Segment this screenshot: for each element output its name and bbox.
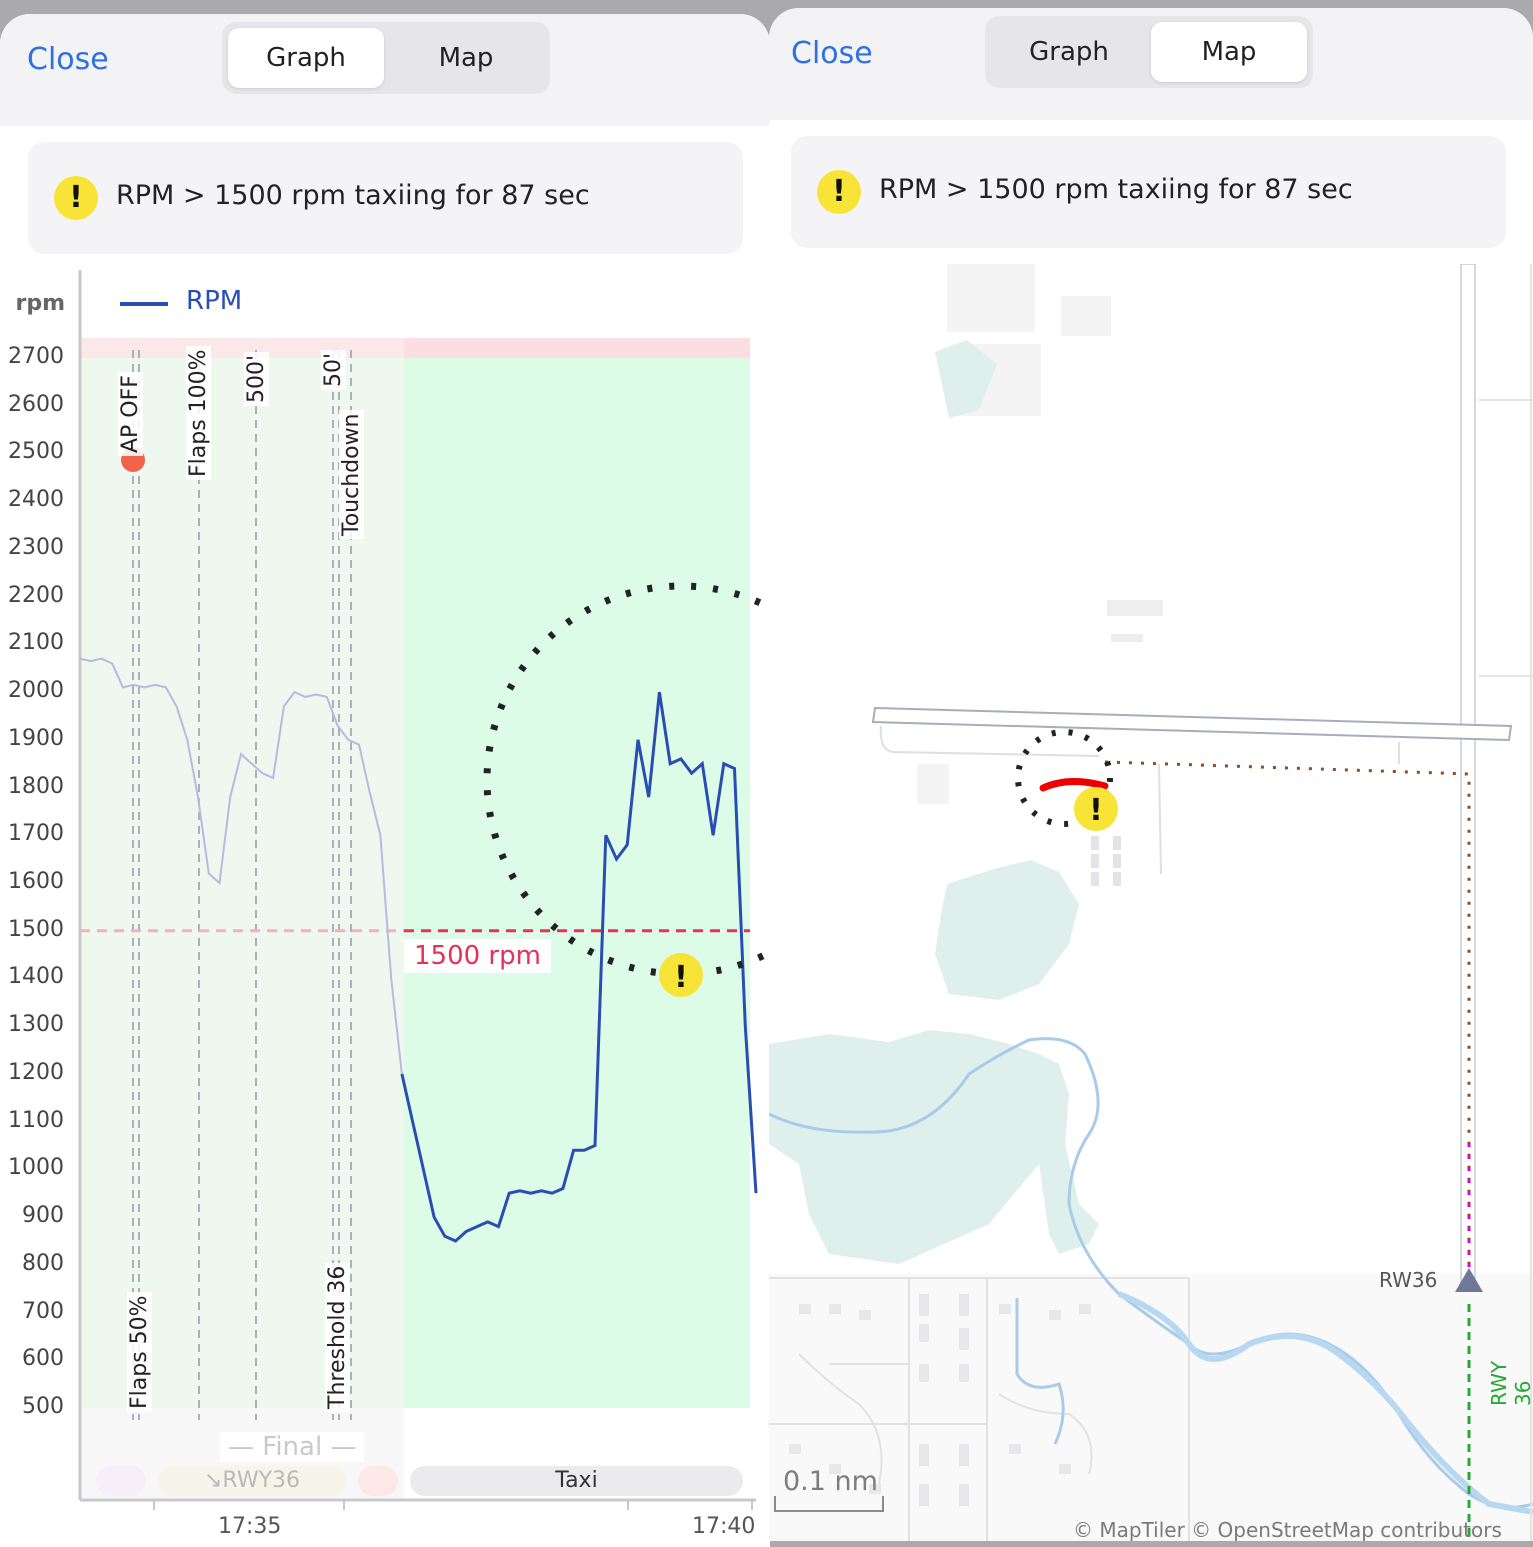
runway-threshold-icon bbox=[1455, 1268, 1483, 1292]
limit-band-taxi bbox=[404, 338, 750, 358]
chart-warning-icon bbox=[659, 953, 703, 997]
y-tick-label: 2200 bbox=[8, 582, 64, 608]
map-hangars bbox=[1091, 836, 1121, 886]
map-green-area bbox=[935, 340, 997, 418]
map-warning-icon[interactable] bbox=[1074, 787, 1118, 831]
y-tick-label: 1600 bbox=[8, 869, 64, 894]
y-tick-label: 2100 bbox=[8, 630, 64, 656]
y-tick-label: 700 bbox=[22, 1298, 64, 1324]
phase-final: — Final — bbox=[220, 1432, 365, 1462]
tab-map[interactable]: Map bbox=[1151, 22, 1307, 82]
close-button[interactable]: Close bbox=[791, 36, 873, 71]
map-taxiway bbox=[879, 725, 1100, 757]
legend-swatch bbox=[120, 302, 168, 306]
map-panel: Close Graph Map ! RPM > 1500 rpm taxiing… bbox=[769, 8, 1533, 1541]
phase-pill-3[interactable] bbox=[358, 1466, 398, 1496]
rpm-series-taxi bbox=[400, 691, 758, 1243]
map-block bbox=[947, 264, 1035, 332]
y-tick-label: 500 bbox=[22, 1394, 64, 1419]
view-toggle: Graph Map bbox=[222, 22, 550, 94]
y-tick-label: 2300 bbox=[8, 534, 64, 560]
alert-banner[interactable]: ! RPM > 1500 rpm taxiing for 87 sec bbox=[791, 136, 1506, 248]
event-50ft: 50' bbox=[321, 349, 346, 390]
y-tick-label: 900 bbox=[22, 1203, 64, 1229]
runway-label: RW36 bbox=[1379, 1268, 1438, 1292]
alert-banner[interactable]: ! RPM > 1500 rpm taxiing for 87 sec bbox=[28, 142, 743, 254]
phase-pill-1[interactable] bbox=[96, 1466, 146, 1496]
tab-graph[interactable]: Graph bbox=[1029, 37, 1109, 67]
map-streets bbox=[769, 1277, 1190, 1541]
map-building bbox=[1107, 600, 1163, 616]
map-river-wide bbox=[1117, 1291, 1533, 1515]
y-tick-label: 1700 bbox=[8, 821, 64, 847]
y-tick-label: 1900 bbox=[8, 725, 64, 751]
map-runway-crosswind bbox=[871, 706, 1513, 742]
y-tick-label: 800 bbox=[22, 1250, 64, 1276]
runway-name: RWY 36 bbox=[1487, 1360, 1533, 1406]
y-tick-label: 1500 bbox=[8, 916, 64, 942]
y-tick-label: 600 bbox=[22, 1346, 64, 1372]
y-tick-label: 2600 bbox=[8, 391, 64, 417]
alert-text: RPM > 1500 rpm taxiing for 87 sec bbox=[116, 180, 590, 211]
y-tick-label: 1200 bbox=[8, 1059, 64, 1085]
map-taxiway bbox=[1158, 763, 1162, 875]
map-highlight-circle bbox=[1015, 729, 1113, 827]
event-500ft: 500' bbox=[244, 351, 269, 406]
map-scale-label: 0.1 nm bbox=[783, 1466, 878, 1497]
legend-label: RPM bbox=[186, 286, 243, 316]
y-tick-label: 1000 bbox=[8, 1155, 64, 1181]
close-button[interactable]: Close bbox=[27, 42, 109, 77]
top-bar: Close Graph Map bbox=[0, 14, 770, 126]
x-tick-1735: 17:35 bbox=[218, 1514, 282, 1539]
graph-panel: Close Graph Map ! RPM > 1500 rpm taxiing… bbox=[0, 14, 770, 1547]
y-tick-label: 2400 bbox=[8, 487, 64, 513]
x-tick-1740: 17:40 bbox=[692, 1514, 756, 1539]
y-tick-label: 2500 bbox=[8, 439, 64, 465]
y-tick-label: 2000 bbox=[8, 678, 64, 704]
rpm-chart: ! bbox=[78, 270, 770, 1510]
rpm-series-final bbox=[79, 657, 403, 1075]
warning-icon: ! bbox=[54, 176, 98, 220]
map-view[interactable]: ! bbox=[769, 264, 1533, 1541]
limit-band-final bbox=[80, 338, 404, 358]
svg-text:!: ! bbox=[1089, 793, 1103, 828]
top-bar: Close Graph Map bbox=[769, 8, 1533, 120]
threshold-label: 1500 rpm bbox=[404, 939, 551, 973]
map-attribution[interactable]: © MapTiler © OpenStreetMap contributors bbox=[1073, 1518, 1502, 1541]
y-tick-label: 1100 bbox=[8, 1107, 64, 1133]
chart-warning-glyph: ! bbox=[674, 960, 688, 995]
map-houses bbox=[789, 1294, 1091, 1506]
phase-taxi-bg bbox=[404, 338, 750, 1408]
map-exceedance-track bbox=[1039, 777, 1109, 792]
event-threshold-36: Threshold 36 bbox=[325, 1262, 350, 1412]
y-tick-label: 1300 bbox=[8, 1012, 64, 1038]
map-creek bbox=[1015, 1298, 1065, 1445]
map-building bbox=[917, 764, 949, 804]
event-flaps-50: Flaps 50% bbox=[127, 1292, 152, 1412]
event-ap-off: AP OFF bbox=[118, 372, 143, 456]
event-flaps-100: Flaps 100% bbox=[186, 346, 211, 480]
y-tick-label: 1400 bbox=[8, 964, 64, 990]
tab-map[interactable]: Map bbox=[438, 43, 494, 73]
event-touchdown: Touchdown bbox=[339, 410, 364, 539]
phase-taxi[interactable]: Taxi bbox=[410, 1466, 743, 1496]
map-pond bbox=[935, 860, 1079, 1000]
warning-icon: ! bbox=[817, 170, 861, 214]
map-wetland bbox=[769, 1030, 1099, 1264]
y-tick-label: 1800 bbox=[8, 773, 64, 799]
phase-rwy36[interactable]: ↘RWY36 bbox=[158, 1466, 346, 1496]
map-block bbox=[1061, 296, 1111, 336]
alert-text: RPM > 1500 rpm taxiing for 87 sec bbox=[879, 174, 1353, 205]
map-building bbox=[1111, 634, 1143, 642]
tab-graph[interactable]: Graph bbox=[228, 28, 384, 88]
view-toggle: Graph Map bbox=[985, 16, 1313, 88]
y-tick-label: 2700 bbox=[8, 344, 64, 369]
y-axis-unit: rpm bbox=[15, 291, 65, 316]
